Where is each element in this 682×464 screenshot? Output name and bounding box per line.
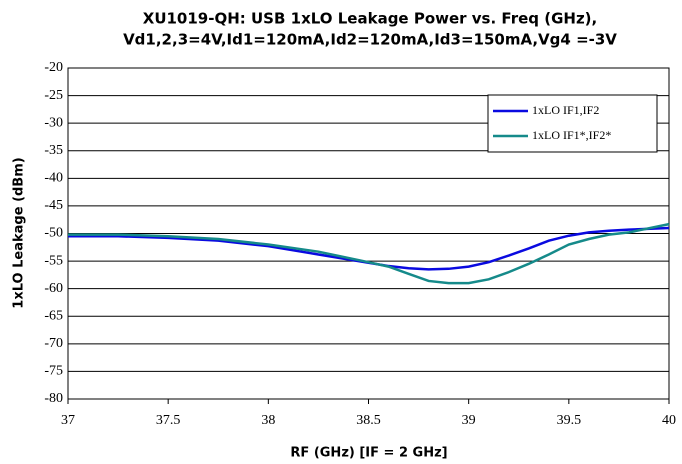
- x-tick-label: 40: [662, 413, 676, 428]
- legend-box: [487, 94, 658, 153]
- legend-label: 1xLO IF1*,IF2*: [532, 128, 611, 142]
- y-tick-label: -20: [44, 60, 63, 75]
- y-tick-label: -35: [44, 143, 63, 158]
- y-tick-label: -55: [44, 253, 63, 268]
- y-tick-label: -30: [44, 115, 63, 130]
- y-tick-label: -50: [44, 226, 63, 241]
- legend: 1xLO IF1,IF2 1xLO IF1*,IF2*: [487, 94, 658, 153]
- x-tick-label: 39: [462, 413, 476, 428]
- y-tick-label: -60: [44, 281, 63, 296]
- series-line: [68, 226, 670, 271]
- y-tick-label: -45: [44, 198, 63, 213]
- legend-label: 1xLO IF1,IF2: [532, 103, 599, 117]
- y-tick-label: -65: [44, 308, 63, 323]
- x-axis-label: RF (GHz) [IF = 2 GHz]: [290, 446, 447, 461]
- y-axis-label: 1xLO Leakage (dBm): [12, 157, 27, 308]
- x-tick-label: 39.5: [557, 413, 582, 428]
- x-tick-label: 38: [261, 413, 275, 428]
- x-tick-label: 37.5: [156, 413, 181, 428]
- chart-title: XU1019-QH: USB 1xLO Leakage Power vs. Fr…: [143, 10, 597, 28]
- y-tick-label: -75: [44, 364, 63, 379]
- series-line: [68, 222, 670, 285]
- y-tick-label: -40: [44, 171, 63, 186]
- y-tick-label: -25: [44, 88, 63, 103]
- y-tick-label: -80: [44, 391, 63, 406]
- y-tick-label: -70: [44, 336, 63, 351]
- x-tick-label: 38.5: [356, 413, 381, 428]
- x-tick-label: 37: [61, 413, 75, 428]
- chart-title: Vd1,2,3=4V,Id1=120mA,Id2=120mA,Id3=150mA…: [123, 31, 617, 49]
